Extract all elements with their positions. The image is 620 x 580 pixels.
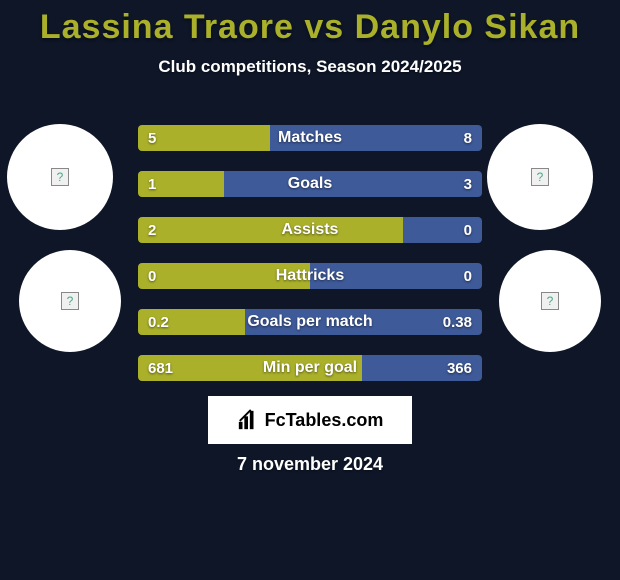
stat-value-left: 2 (148, 217, 156, 243)
date-label: 7 november 2024 (0, 454, 620, 475)
player2-name: Danylo Sikan (355, 8, 581, 46)
stat-row: Goals per match0.2 0.38 (138, 309, 482, 335)
stat-label: Goals per match (138, 309, 482, 335)
stat-label: Min per goal (138, 355, 482, 381)
stat-label: Hattricks (138, 263, 482, 289)
stat-value-left: 0.2 (148, 309, 169, 335)
player2-club-avatar: ? (487, 124, 593, 230)
stat-row: Hattricks0 0 (138, 263, 482, 289)
image-placeholder-icon: ? (51, 168, 69, 186)
stat-value-left: 5 (148, 125, 156, 151)
player1-name: Lassina Traore (40, 8, 294, 46)
subtitle: Club competitions, Season 2024/2025 (0, 57, 620, 77)
stat-row: Min per goal681 366 (138, 355, 482, 381)
stat-label: Matches (138, 125, 482, 151)
stat-value-right: 3 (464, 171, 472, 197)
image-placeholder-icon: ? (531, 168, 549, 186)
stat-row: Matches5 8 (138, 125, 482, 151)
stat-value-right: 0 (464, 217, 472, 243)
comparison-bars: Matches58Goals13Assists20Hattricks00Goal… (138, 125, 482, 401)
stat-value-right: 366 (447, 355, 472, 381)
fctables-logo: FcTables.com (208, 396, 412, 444)
stat-value-right: 8 (464, 125, 472, 151)
comparison-infographic: Lassina Traore vs Danylo Sikan Club comp… (0, 0, 620, 580)
stat-value-left: 0 (148, 263, 156, 289)
image-placeholder-icon: ? (541, 292, 559, 310)
logo-text: FcTables.com (265, 410, 384, 431)
stat-value-right: 0.38 (443, 309, 472, 335)
page-title: Lassina Traore vs Danylo Sikan (0, 0, 620, 47)
player1-avatar: ? (19, 250, 121, 352)
vs-separator: vs (304, 8, 344, 46)
stat-value-left: 1 (148, 171, 156, 197)
image-placeholder-icon: ? (61, 292, 79, 310)
stat-label: Goals (138, 171, 482, 197)
stat-row: Goals1 3 (138, 171, 482, 197)
stat-label: Assists (138, 217, 482, 243)
bars-icon (237, 409, 259, 431)
stat-value-right: 0 (464, 263, 472, 289)
player2-avatar: ? (499, 250, 601, 352)
stat-row: Assists2 0 (138, 217, 482, 243)
player1-club-avatar: ? (7, 124, 113, 230)
stat-value-left: 681 (148, 355, 173, 381)
